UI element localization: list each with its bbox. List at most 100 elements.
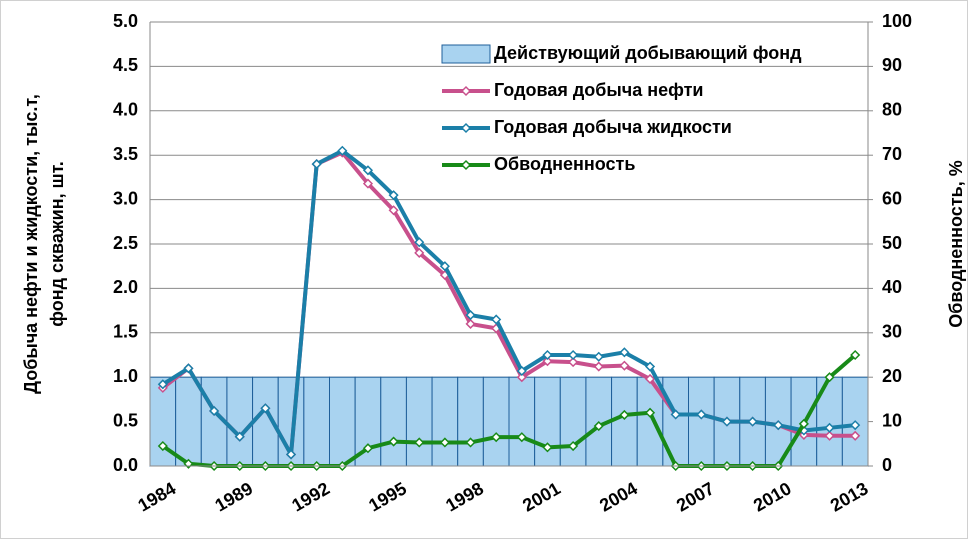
y-tick-label: 1.0 [113,366,138,386]
y2-tick-label: 80 [882,100,902,120]
marker [157,379,168,390]
y-tick-label: 3.0 [113,188,138,208]
marker [824,430,835,441]
marker [388,190,399,201]
y-tick-label: 0.0 [113,455,138,475]
bar [662,376,689,467]
line [161,148,856,457]
marker [568,349,579,361]
marker [516,432,527,443]
marker [465,437,476,448]
legend-label: Годовая добыча жидкости [494,117,732,137]
marker [439,261,450,272]
marker [465,318,476,329]
bar [482,376,510,467]
marker [157,440,168,452]
bar [226,376,254,467]
y2-tick-label: 0 [882,455,892,475]
marker [850,420,861,431]
marker [362,165,374,176]
y-tick-label: 4.0 [113,100,138,120]
marker [644,407,656,418]
marker [850,349,861,361]
y2-tick-label: 60 [882,188,902,208]
marker [593,420,604,432]
marker [439,437,450,448]
legend-marker [460,159,472,171]
y2-tick-label: 90 [882,55,902,75]
y2-tick-label: 50 [882,233,902,253]
legend-swatch [441,44,491,64]
marker [311,159,322,170]
marker [465,309,476,321]
legend-label: Действующий добывающий фонд [494,43,802,63]
y2-tick-label: 70 [882,144,902,164]
bar [611,376,638,467]
marker [619,409,630,421]
y2-axis-title: Обводненность, % [946,160,966,327]
marker [593,351,604,362]
marker [644,361,656,372]
y2-tick-label: 100 [882,11,912,31]
legend-marker [460,85,472,97]
y-tick-label: 3.5 [113,144,138,164]
marker [183,363,194,374]
bar [688,376,715,467]
marker [491,314,502,325]
y-tick-label: 2.5 [113,233,138,253]
y-tick-label: 2.0 [113,277,138,297]
legend-label: Обводненность [494,154,635,174]
y-axis-title: фонд скважин, шт. [47,161,67,327]
marker [824,372,835,383]
marker [619,360,630,371]
marker [234,431,245,442]
y-tick-label: 0.5 [113,410,138,430]
marker [747,416,758,427]
marker [619,347,630,358]
marker [696,409,707,420]
y2-tick-label: 10 [882,410,902,430]
marker [644,373,656,385]
marker [542,349,553,361]
marker [516,365,527,377]
bar [380,376,407,467]
marker [542,442,553,453]
legend-marker [460,122,472,134]
marker [414,437,425,448]
marker [414,247,425,258]
y2-tick-label: 30 [882,322,902,342]
y2-tick-label: 20 [882,366,902,386]
legend-label: Годовая добыча нефти [494,80,703,100]
marker [285,449,297,460]
marker [491,432,502,443]
marker [388,205,399,216]
marker [260,403,271,414]
marker [824,422,835,433]
y-axis-title: Добыча нефти и жидкости, тыс.т, [21,94,41,394]
bar [329,376,356,467]
marker [850,430,861,441]
bar [405,376,433,467]
marker [593,361,604,372]
marker [388,436,399,447]
y2-tick-label: 40 [882,277,902,297]
bar [534,376,561,467]
bar [457,376,484,467]
y-tick-label: 4.5 [113,55,138,75]
marker [568,357,579,368]
marker [670,409,681,420]
marker [721,416,733,427]
bar [559,376,587,467]
y-tick-label: 1.5 [113,322,138,342]
bar [508,376,536,467]
marker [798,418,809,429]
marker [362,443,374,454]
marker [414,237,425,248]
bar [175,376,202,467]
y-tick-label: 5.0 [113,11,138,31]
marker [209,405,220,417]
marker [362,178,374,189]
marker [568,440,579,452]
bar [431,376,459,467]
